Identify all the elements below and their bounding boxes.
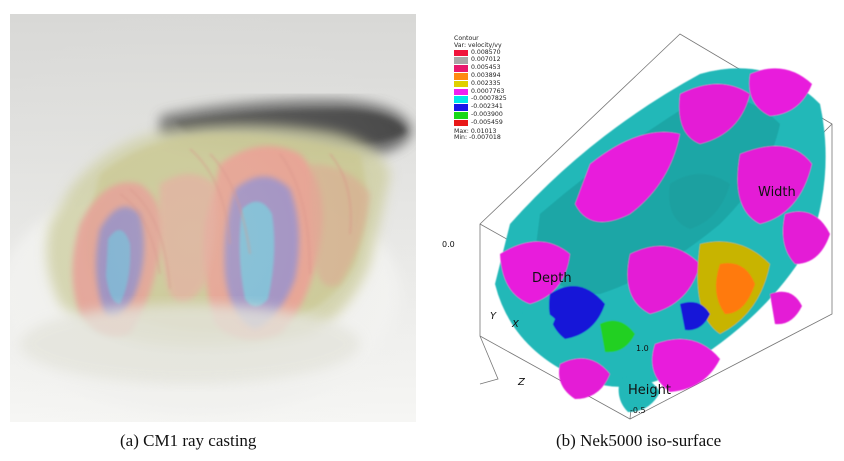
legend-swatch [454, 80, 468, 88]
legend-entry: 0.0007763 [454, 88, 507, 96]
legend-entry: 0.002335 [454, 80, 507, 88]
legend-swatch [454, 65, 468, 72]
legend-entries: 0.008570 0.007012 0.005453 0.003894 0.002335… [454, 49, 507, 127]
legend-title: Contour [454, 35, 479, 42]
caption-b: (b) Nek5000 iso-surface [556, 431, 722, 450]
cm1-ray-casting-image [0, 14, 416, 422]
contour-legend: Contour Var: velocity/vy 0.008570 0.00701… [454, 35, 507, 142]
legend-swatch [454, 88, 468, 96]
legend-value: -0.005459 [471, 118, 503, 126]
legend-entry: -0.005459 [454, 119, 507, 127]
legend-swatch [454, 119, 468, 127]
axis-label-x: X [512, 319, 519, 330]
legend-entry: 0.005453 [454, 65, 507, 73]
legend-swatch [454, 104, 468, 111]
legend-swatch [454, 111, 468, 119]
legend-swatch [454, 96, 468, 103]
legend-swatch [454, 57, 468, 64]
legend-entry: 0.003894 [454, 72, 507, 80]
axis-label-y: Y [490, 311, 497, 322]
legend-value: -0.002341 [471, 103, 503, 111]
axis-label-depth: Depth [532, 271, 572, 286]
axis-label-z: Z [518, 377, 525, 388]
axis-label-width: Width [758, 185, 796, 200]
axis-tick-height-m05: -0.5 [630, 406, 646, 415]
legend-swatch [454, 72, 468, 80]
legend-value: 0.007012 [471, 56, 501, 64]
legend-max: Max: 0.01013 [454, 127, 497, 135]
legend-value: 0.002335 [471, 79, 501, 87]
legend-value: 0.0007763 [471, 87, 505, 95]
axis-label-height: Height [628, 383, 671, 398]
nek5000-iso-surface-image: Contour Var: velocity/vy 0.008570 0.00701… [440, 14, 840, 422]
legend-value: 0.008570 [471, 48, 501, 56]
legend-entry: -0.0007825 [454, 96, 507, 104]
caption-a: (a) CM1 ray casting [120, 431, 257, 450]
legend-entry: 0.008570 [454, 49, 507, 57]
legend-value: -0.003900 [471, 111, 503, 119]
legend-entry: -0.003900 [454, 111, 507, 119]
legend-swatch [454, 49, 468, 57]
legend-entry: 0.007012 [454, 57, 507, 65]
legend-entry: -0.002341 [454, 104, 507, 112]
axis-tick-height-10: 1.0 [636, 344, 649, 353]
legend-value: 0.005453 [471, 64, 501, 72]
legend-variable: Var: velocity/vy [454, 41, 502, 49]
legend-min: Min: -0.007018 [454, 134, 501, 142]
axis-tick-depth-0: 0.0 [442, 240, 455, 249]
legend-value: 0.003894 [471, 72, 501, 80]
legend-value: -0.0007825 [471, 95, 507, 103]
